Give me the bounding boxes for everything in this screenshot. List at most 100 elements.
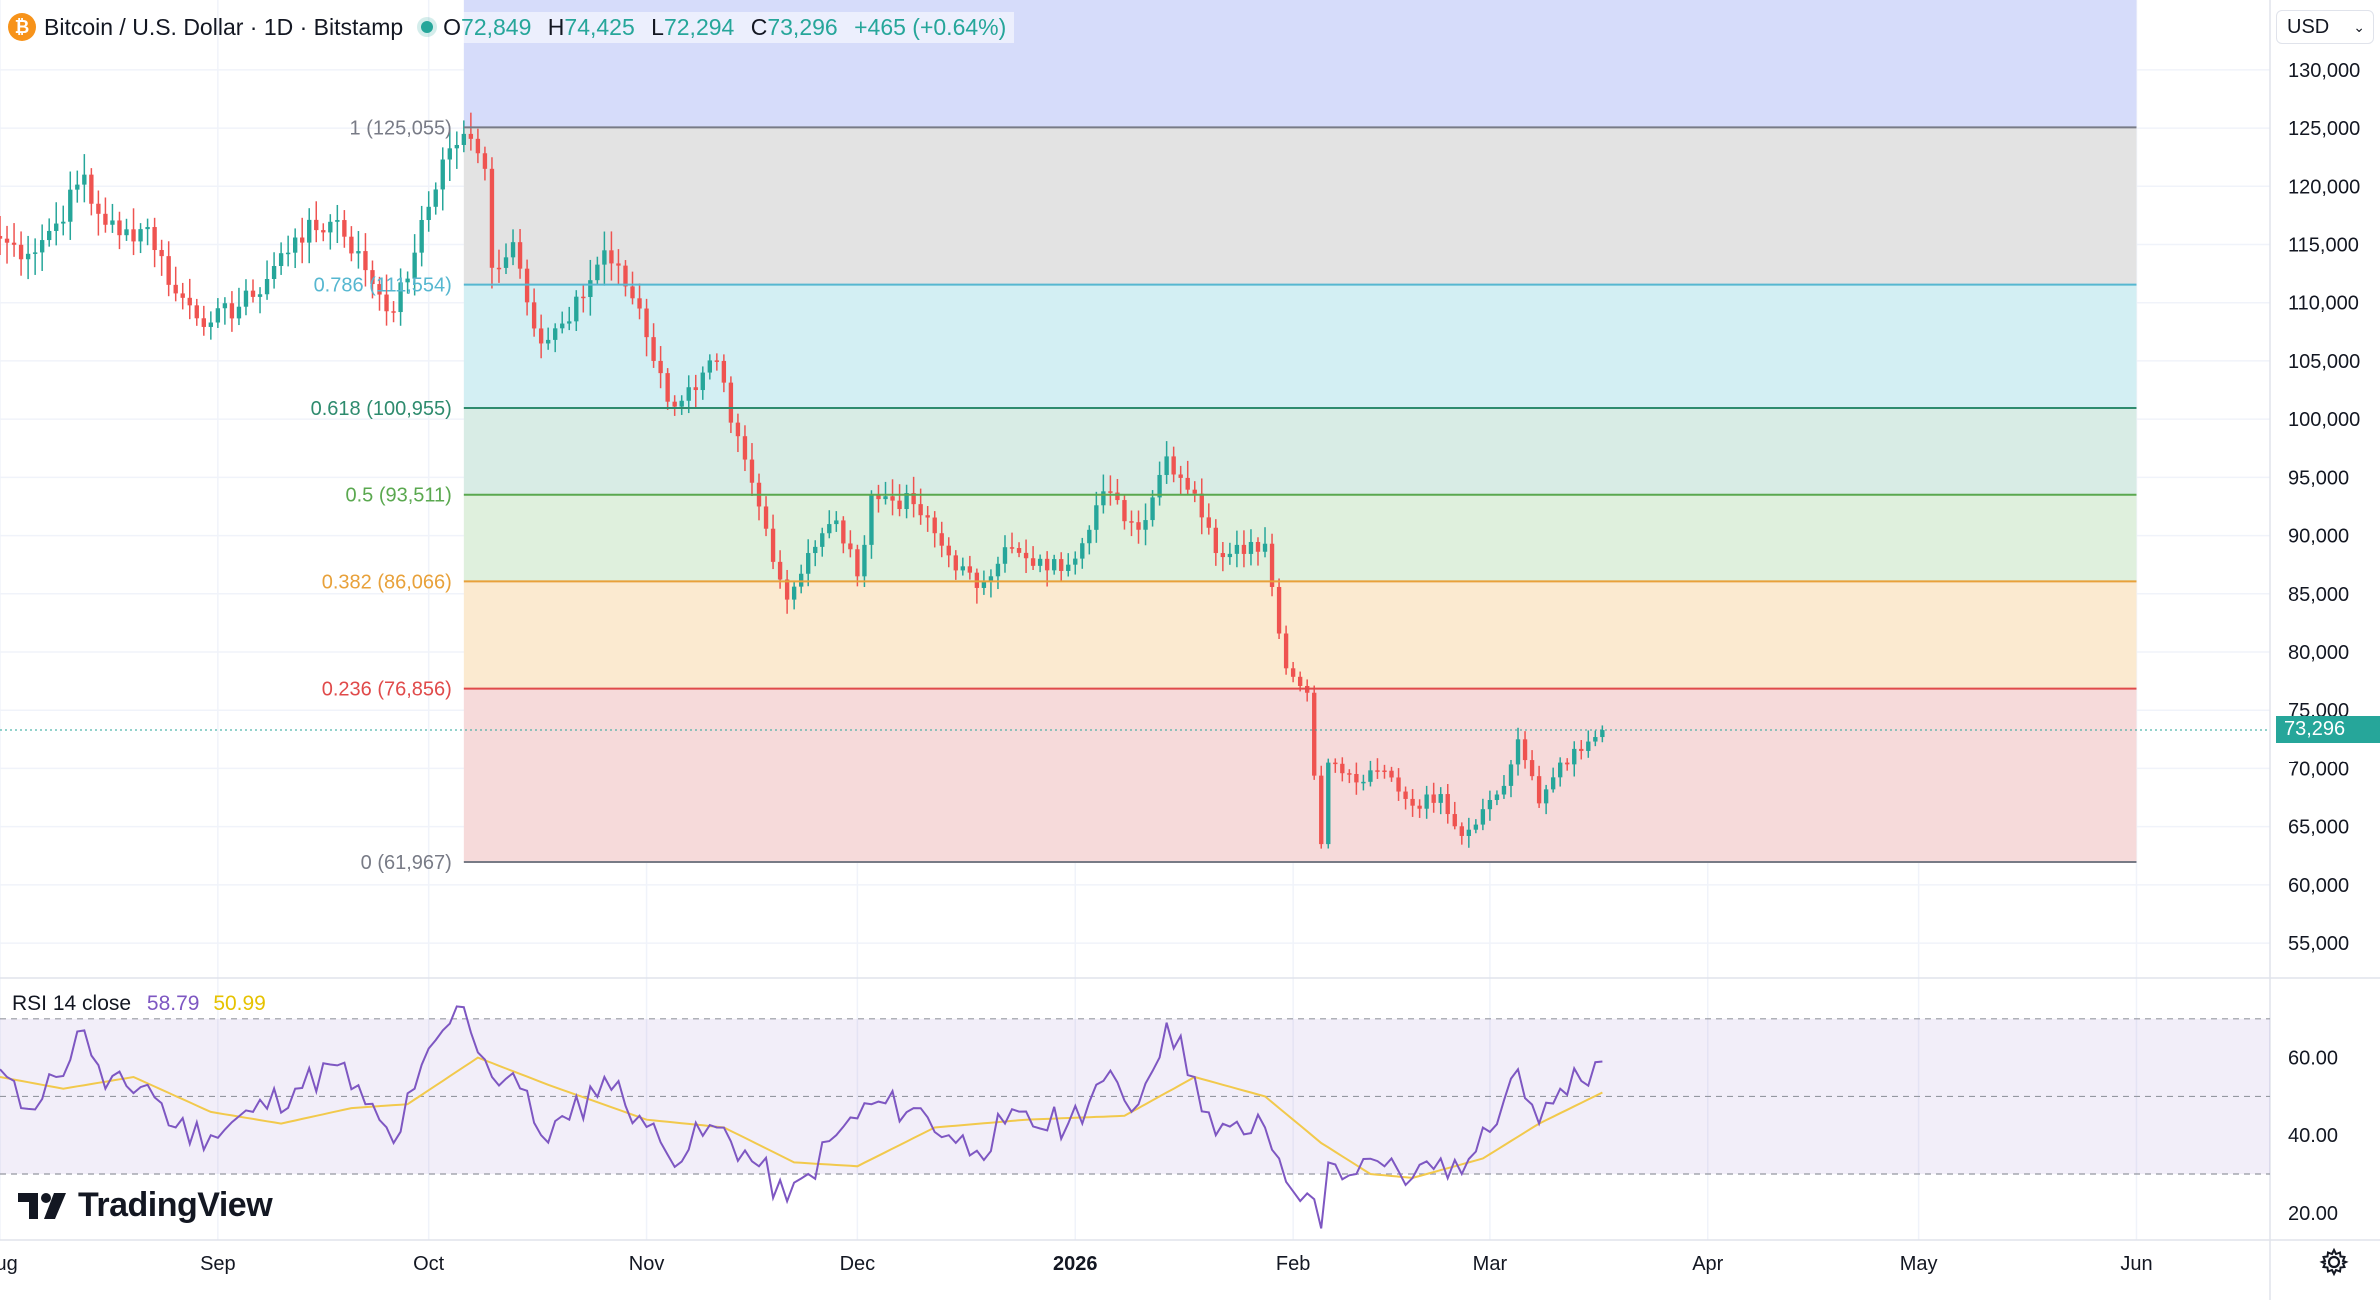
candle — [489, 157, 495, 289]
candle — [264, 260, 270, 300]
candle-body — [967, 566, 973, 573]
candle-body — [1452, 814, 1457, 827]
candle-body — [363, 251, 368, 271]
candle — [1431, 782, 1436, 813]
candle-body — [1044, 558, 1050, 571]
candle-body — [356, 251, 361, 254]
candle-body — [883, 496, 888, 500]
candle-body — [1009, 547, 1015, 549]
candle — [714, 353, 720, 371]
candle — [503, 243, 509, 275]
candle-body — [1522, 739, 1528, 761]
candle — [384, 274, 389, 326]
candle-body — [581, 296, 586, 299]
candle — [82, 154, 87, 203]
rsi-legend[interactable]: RSI 14 close 58.79 50.99 — [12, 992, 266, 1016]
candle-body — [398, 282, 403, 313]
candle-body — [1368, 770, 1373, 782]
candle-body — [1529, 760, 1535, 777]
candle-body — [32, 252, 38, 254]
candle-body — [468, 133, 474, 139]
candle-body — [187, 297, 192, 306]
price-tick-label: 65,000 — [2288, 817, 2349, 839]
candle-body — [679, 400, 684, 407]
candle — [1586, 730, 1591, 758]
candle-body — [1073, 558, 1078, 565]
candle — [1009, 532, 1015, 554]
time-tick-label: Dec — [840, 1253, 876, 1275]
currency-selector[interactable]: USD ⌄ — [2276, 10, 2374, 44]
candle-body — [623, 265, 628, 287]
candle — [1579, 740, 1584, 760]
candle-body — [489, 168, 495, 268]
candle — [1157, 461, 1162, 506]
price-tick-label: 125,000 — [2288, 118, 2360, 140]
candle-body — [876, 494, 881, 500]
candle — [243, 279, 249, 316]
candle-body — [1347, 773, 1352, 775]
candle-body — [391, 311, 396, 313]
candle — [510, 229, 516, 266]
candle-body — [960, 566, 965, 571]
candle — [1129, 510, 1134, 537]
candle — [1347, 769, 1352, 784]
candle — [1037, 554, 1043, 573]
candle-body — [742, 436, 748, 460]
candle-body — [721, 360, 727, 383]
candle — [1066, 553, 1071, 577]
candle — [855, 544, 860, 587]
candle — [630, 271, 635, 305]
candle-body — [433, 189, 438, 207]
candle — [166, 241, 171, 297]
candle — [222, 297, 228, 325]
candle — [419, 205, 424, 267]
time-tick-label: Aug — [0, 1253, 18, 1275]
candle-body — [39, 240, 45, 253]
candle — [1290, 661, 1296, 683]
candle — [693, 374, 698, 409]
candle — [131, 208, 136, 256]
candle — [1199, 478, 1204, 535]
candle-body — [1171, 456, 1176, 475]
candle — [180, 282, 185, 310]
candle-body — [1424, 794, 1429, 809]
price-tick-label: 100,000 — [2288, 409, 2360, 431]
candle — [356, 231, 361, 269]
candle-body — [300, 237, 305, 243]
candle — [61, 205, 66, 236]
candle — [18, 231, 24, 276]
candle — [1487, 790, 1493, 821]
candle-body — [75, 184, 80, 190]
candle-body — [869, 494, 874, 545]
candle — [1143, 503, 1148, 546]
candle-body — [728, 382, 734, 423]
fib-label-0.236: 0.236 (76,856) — [322, 679, 452, 701]
candle-body — [1136, 522, 1141, 530]
fib-band-0.236-0.382 — [463, 581, 2137, 689]
candle — [482, 146, 488, 181]
price-tick-label: 85,000 — [2288, 584, 2349, 606]
gear-icon[interactable] — [2318, 1246, 2350, 1278]
candle-body — [517, 242, 523, 269]
candle-body — [1431, 794, 1436, 803]
candle — [1593, 730, 1598, 747]
candle — [939, 521, 944, 558]
candle-body — [560, 323, 565, 329]
candle — [1164, 441, 1169, 484]
candle-body — [1262, 543, 1268, 552]
candle-body — [201, 318, 206, 327]
price-tick-label: 60,000 — [2288, 875, 2349, 897]
candle-body — [138, 229, 143, 242]
tradingview-logo-icon — [18, 1192, 66, 1219]
candle-body — [1536, 776, 1542, 804]
candle-body — [447, 148, 452, 160]
candle — [215, 298, 221, 328]
candle — [1410, 789, 1415, 817]
candle — [1283, 625, 1289, 675]
fib-label-0.382: 0.382 (86,066) — [322, 571, 452, 593]
tradingview-logo[interactable]: TradingView — [18, 1186, 273, 1225]
high-value: 74,425 — [564, 13, 635, 40]
symbol-title[interactable]: Bitcoin / U.S. Dollar · 1D · Bitstamp — [44, 13, 404, 40]
candle — [707, 354, 712, 380]
